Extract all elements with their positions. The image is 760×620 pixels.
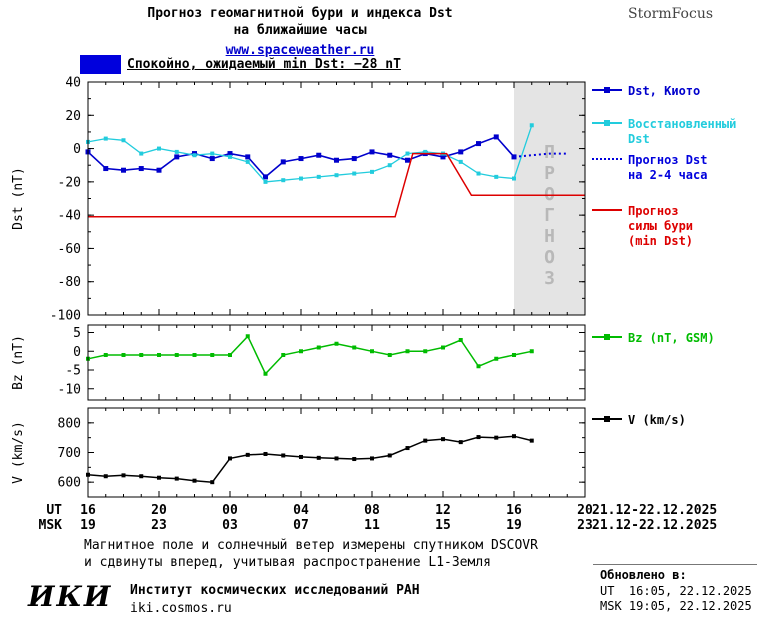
svg-text:П: П	[544, 142, 555, 163]
legend-label: Прогноз	[628, 204, 679, 218]
page-subtitle: на ближайшие часы	[233, 23, 367, 38]
legend-label: силы бури	[628, 219, 694, 233]
svg-text:23: 23	[151, 518, 167, 533]
status-text: Спокойно, ожидаемый min Dst: −28 nT	[127, 57, 401, 72]
svg-text:21.12-22.12.2025: 21.12-22.12.2025	[592, 518, 717, 533]
svg-text:UT: UT	[46, 503, 62, 518]
series-dst-3	[88, 152, 585, 218]
legend-storm-forecast: Прогноз силы бури (min Dst)	[592, 204, 693, 249]
legend-dst-kyoto: Dst, Киото	[592, 84, 700, 99]
v-swatch-icon	[592, 413, 622, 426]
svg-text:20: 20	[151, 503, 167, 518]
spaceweather-link[interactable]: www.spaceweather.ru	[225, 43, 375, 58]
svg-text:О: О	[544, 247, 555, 268]
updated-msk: MSK 19:05, 22.12.2025	[600, 599, 752, 613]
svg-text:03: 03	[222, 518, 238, 533]
svg-text:-40: -40	[58, 209, 81, 224]
svg-text:21.12-22.12.2025: 21.12-22.12.2025	[592, 503, 717, 518]
series-bz-0	[87, 334, 532, 376]
svg-text:-60: -60	[58, 242, 81, 257]
svg-text:-100: -100	[50, 309, 81, 324]
svg-text:12: 12	[435, 503, 451, 518]
svg-text:16: 16	[506, 503, 522, 518]
updated-divider	[593, 564, 757, 565]
panel-frame-v	[87, 407, 586, 498]
svg-text:11: 11	[364, 518, 380, 533]
bz-swatch-icon	[592, 331, 622, 344]
storm-forecast-swatch-icon	[592, 204, 622, 217]
dst-kyoto-swatch-icon	[592, 84, 622, 97]
legend-label: на 2-4 часа	[628, 168, 708, 182]
legend-dst-forecast: Прогноз Dst на 2-4 часа	[592, 153, 707, 183]
updated-label: Обновлено в:	[600, 568, 687, 582]
panel-frame-bz	[87, 324, 586, 401]
header: Прогноз геомагнитной бури и индекса Dst …	[60, 5, 540, 58]
series-dst-2	[513, 152, 568, 158]
legend-label: Bz (nT, GSM)	[628, 331, 715, 345]
svg-text:Г: Г	[544, 205, 555, 226]
svg-text:Р: Р	[544, 163, 555, 184]
series-dst-1	[87, 125, 533, 183]
svg-text:-5: -5	[65, 364, 81, 379]
institute-site: iki.cosmos.ru	[130, 601, 232, 616]
page-title: Прогноз геомагнитной бури и индекса Dst	[147, 6, 453, 21]
svg-text:15: 15	[435, 518, 451, 533]
legend-dst-reconstructed: Восстановленный Dst	[592, 117, 736, 147]
panel-frame-dst	[87, 81, 586, 316]
svg-text:Н: Н	[544, 226, 555, 247]
svg-text:0: 0	[73, 142, 81, 157]
svg-text:-10: -10	[58, 382, 81, 397]
svg-text:5: 5	[73, 326, 81, 341]
legend-label: V (km/s)	[628, 413, 686, 427]
legend-label: Dst	[628, 132, 650, 146]
svg-text:З: З	[544, 268, 555, 289]
svg-text:19: 19	[506, 518, 522, 533]
footnote-line1: Магнитное поле и солнечный ветер измерен…	[84, 538, 538, 553]
dst-reconstructed-swatch-icon	[592, 117, 622, 130]
status-color-swatch	[80, 55, 121, 74]
legend-label: Восстановленный	[628, 117, 737, 131]
updated-ut: UT 16:05, 22.12.2025	[600, 584, 752, 598]
svg-text:800: 800	[58, 416, 81, 431]
svg-text:00: 00	[222, 503, 238, 518]
svg-text:Bz (nT): Bz (nT)	[11, 335, 26, 390]
svg-text:23: 23	[577, 518, 593, 533]
legend-label: (min Dst)	[628, 234, 694, 248]
svg-text:16: 16	[80, 503, 96, 518]
svg-text:V (km/s): V (km/s)	[11, 421, 26, 484]
svg-text:700: 700	[58, 446, 81, 461]
svg-text:20: 20	[577, 503, 593, 518]
legend-v: V (km/s)	[592, 413, 686, 428]
institute-name: Институт космических исследований РАН	[130, 583, 420, 598]
svg-text:20: 20	[65, 109, 81, 124]
legend-label: Прогноз Dst	[628, 153, 708, 167]
footnote-line2: и сдвинуты вперед, учитывая распростране…	[84, 555, 491, 570]
dst-forecast-swatch-icon	[592, 153, 622, 166]
svg-text:19: 19	[80, 518, 96, 533]
legend-label: Dst, Киото	[628, 84, 701, 98]
legend-bz: Bz (nT, GSM)	[592, 331, 715, 346]
svg-text:08: 08	[364, 503, 380, 518]
brand-label: StormFocus	[628, 6, 714, 22]
svg-text:-80: -80	[58, 275, 81, 290]
iki-logo: ИКИ	[28, 580, 113, 613]
svg-text:600: 600	[58, 476, 81, 491]
svg-text:-20: -20	[58, 175, 81, 190]
svg-text:04: 04	[293, 503, 309, 518]
series-v-0	[87, 435, 532, 483]
svg-text:0: 0	[73, 345, 81, 360]
forecast-band	[514, 82, 585, 315]
svg-text:MSK: MSK	[39, 518, 63, 533]
svg-text:07: 07	[293, 518, 309, 533]
svg-text:40: 40	[65, 76, 81, 91]
svg-text:Dst (nT): Dst (nT)	[11, 167, 26, 230]
